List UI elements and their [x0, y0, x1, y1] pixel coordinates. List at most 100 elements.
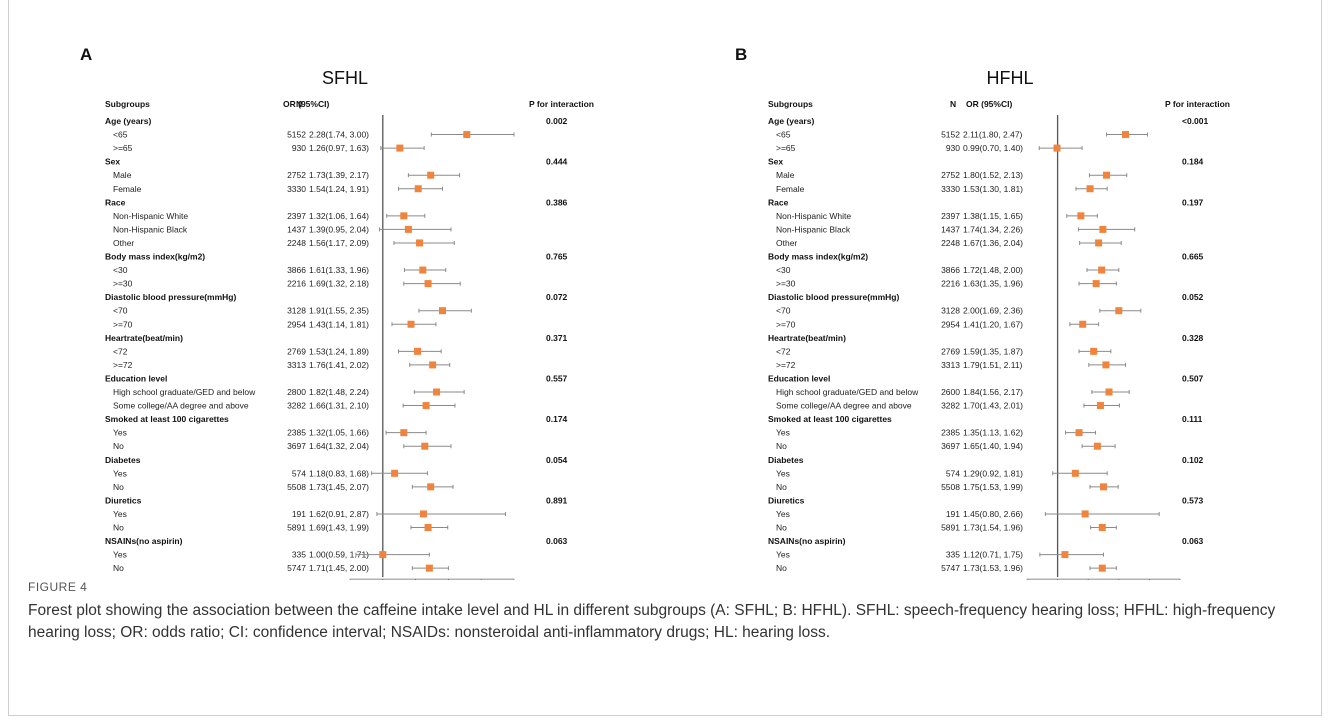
p-interaction-value: 0.507 [1182, 373, 1204, 383]
figure-label: FIGURE 4 [28, 580, 88, 594]
subgroup-label: No [776, 441, 787, 451]
or-marker [1092, 280, 1100, 288]
or-marker [1122, 131, 1130, 139]
p-interaction-value: 0.063 [1182, 536, 1204, 546]
or-ci-text: 1.45(0.80, 2.66) [963, 509, 1023, 519]
or-ci-text: 1.29(0.92, 1.81) [963, 468, 1023, 478]
or-ci-text: 1.72(1.48, 2.00) [963, 265, 1023, 275]
subgroup-label: Yes [776, 428, 790, 438]
n-value: 2216 [287, 279, 306, 289]
p-interaction-value: 0.111 [1182, 414, 1203, 424]
panel-a-title: SFHL [322, 68, 368, 88]
subgroup-header: Age (years) [768, 116, 814, 126]
n-value: 1437 [287, 224, 306, 234]
or-ci-text: 1.82(1.48, 2.24) [309, 387, 369, 397]
subgroup-label: No [113, 523, 124, 533]
panel-a-letter: A [80, 45, 92, 64]
or-marker [1053, 144, 1061, 152]
or-ci-text: 1.63(1.35, 1.96) [963, 279, 1023, 289]
or-marker [463, 131, 471, 139]
panel-b-title: HFHL [986, 68, 1033, 88]
subgroup-header: Diuretics [768, 495, 805, 505]
subgroup-header: Race [105, 197, 126, 207]
header-n: N [296, 99, 302, 109]
or-ci-text: 1.59(1.35, 1.87) [963, 346, 1023, 356]
or-marker [414, 347, 422, 355]
header-subgroups: Subgroups [105, 99, 150, 109]
n-value: 3697 [287, 441, 306, 451]
subgroup-header: Race [768, 197, 789, 207]
or-marker [419, 266, 427, 274]
subgroup-label: >=70 [776, 319, 796, 329]
n-value: 191 [946, 509, 960, 519]
n-value: 5152 [941, 130, 960, 140]
subgroup-label: Yes [776, 509, 790, 519]
or-ci-text: 1.32(1.06, 1.64) [309, 211, 369, 221]
n-value: 5747 [287, 563, 306, 573]
or-marker [414, 185, 422, 193]
subgroup-label: <70 [113, 306, 128, 316]
n-value: 3866 [941, 265, 960, 275]
or-marker [427, 483, 435, 491]
n-value: 2248 [287, 238, 306, 248]
n-value: 335 [292, 550, 306, 560]
p-interaction-value: 0.102 [1182, 455, 1204, 465]
subgroup-label: Female [113, 184, 142, 194]
n-value: 5508 [941, 482, 960, 492]
n-value: 2954 [941, 319, 960, 329]
header-p-interaction: P for interaction [1165, 99, 1230, 109]
subgroup-header: Heartrate(beat/min) [768, 333, 846, 343]
p-interaction-value: 0.197 [1182, 197, 1204, 207]
n-value: 5152 [287, 130, 306, 140]
subgroup-header: Education level [768, 373, 830, 383]
subgroup-label: Yes [113, 468, 127, 478]
n-value: 191 [292, 509, 306, 519]
n-value: 3330 [941, 184, 960, 194]
or-ci-text: 1.71(1.45, 2.00) [309, 563, 369, 573]
subgroup-label: Other [776, 238, 797, 248]
subgroup-header: Education level [105, 373, 167, 383]
subgroup-label: Yes [776, 550, 790, 560]
header-or: OR (95%CI) [283, 99, 329, 109]
or-ci-text: 1.32(1.05, 1.66) [309, 428, 369, 438]
or-marker [424, 524, 432, 531]
subgroup-label: Yes [113, 428, 127, 438]
n-value: 5747 [941, 563, 960, 573]
subgroup-label: Non-Hispanic Black [113, 224, 188, 234]
subgroup-label: Female [776, 184, 805, 194]
header-or: OR (95%CI) [966, 99, 1012, 109]
or-marker [1105, 388, 1113, 396]
or-ci-text: 1.79(1.51, 2.11) [963, 360, 1023, 370]
subgroup-header: Diuretics [105, 495, 142, 505]
header-subgroups: Subgroups [768, 99, 813, 109]
subgroup-header: Body mass index(kg/m2) [768, 252, 868, 262]
subgroup-label: No [113, 441, 124, 451]
or-marker [379, 551, 387, 559]
or-ci-text: 1.43(1.14, 1.81) [309, 319, 369, 329]
subgroup-label: <72 [776, 346, 791, 356]
or-ci-text: 1.62(0.91, 2.87) [309, 509, 369, 519]
subgroup-label: Non-Hispanic White [113, 211, 188, 221]
or-ci-text: 1.39(0.95, 2.04) [309, 224, 369, 234]
or-marker [391, 469, 399, 477]
subgroup-label: Yes [113, 550, 127, 560]
n-value: 2954 [287, 319, 306, 329]
p-interaction-value: 0.072 [546, 292, 568, 302]
subgroup-header: Diastolic blood pressure(mmHg) [768, 292, 899, 302]
figure-caption: FIGURE 4 Forest plot showing the associa… [28, 580, 1308, 644]
or-ci-text: 1.18(0.83, 1.68) [309, 468, 369, 478]
or-marker [1086, 185, 1094, 193]
or-ci-text: 1.12(0.71, 1.75) [963, 550, 1023, 560]
subgroup-label: Male [113, 170, 132, 180]
or-marker [407, 320, 415, 328]
p-interaction-value: <0.001 [1182, 116, 1209, 126]
n-value: 3282 [941, 401, 960, 411]
n-value: 930 [946, 143, 960, 153]
or-ci-text: 1.91(1.55, 2.35) [309, 306, 369, 316]
or-ci-text: 1.66(1.31, 2.10) [309, 401, 369, 411]
subgroup-label: High school graduate/GED and below [113, 387, 256, 397]
subgroup-label: Other [113, 238, 134, 248]
or-marker [1103, 171, 1111, 179]
or-ci-text: 1.73(1.54, 1.96) [963, 523, 1023, 533]
n-value: 2385 [941, 428, 960, 438]
